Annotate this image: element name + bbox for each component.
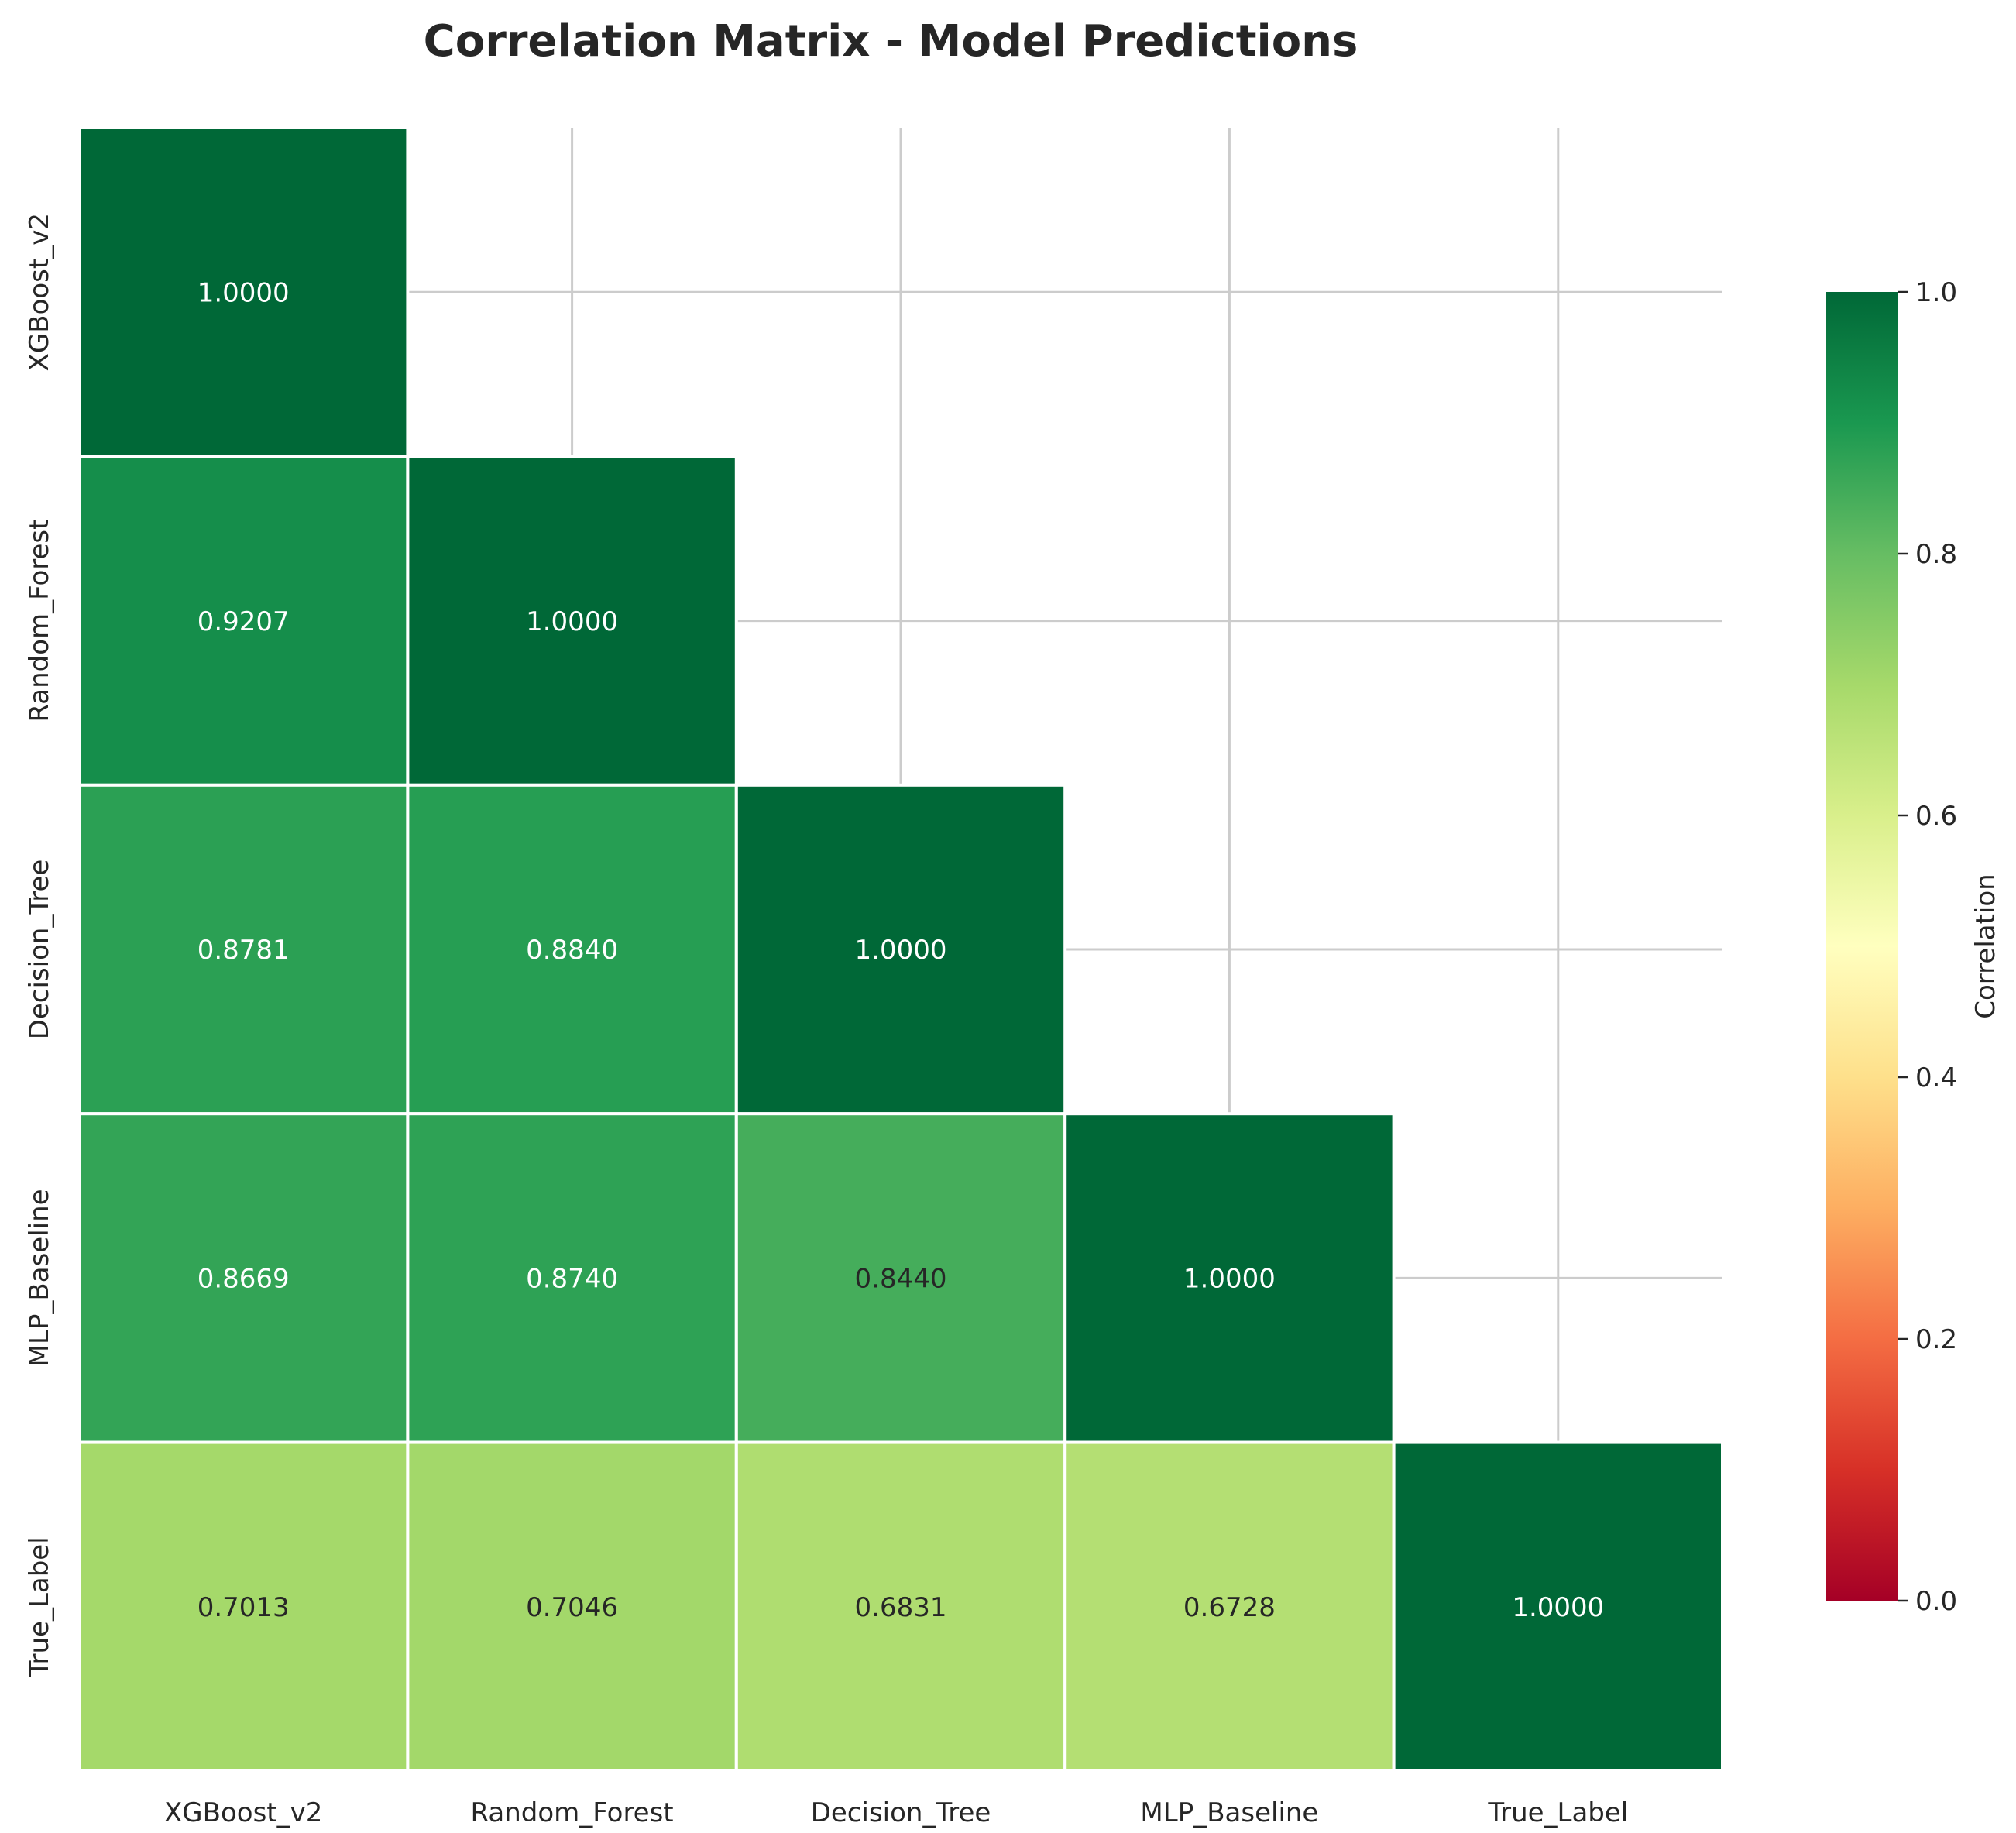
y-tick-label: MLP_Baseline — [24, 1189, 55, 1367]
cell-value-label: 0.7046 — [526, 1592, 618, 1623]
y-axis-tick-labels: XGBoost_v2 Random_Forest Decision_Tree MLP_… — [24, 213, 55, 1677]
y-tick-label: True_Label — [24, 1536, 55, 1677]
heatmap-cell-decision_tree-decision_tree — [734, 783, 1067, 1116]
x-tick-label: MLP_Baseline — [1140, 1797, 1318, 1828]
heatmap-cell-random_forest-xgboost_v2 — [77, 455, 410, 787]
heatmap-cell-mlp_baseline-mlp_baseline — [1063, 1112, 1396, 1444]
cell-value-label: 0.9207 — [197, 606, 290, 637]
heatmap-cell-true_label-mlp_baseline — [1063, 1440, 1396, 1773]
y-tick-label: XGBoost_v2 — [24, 213, 55, 371]
colorbar-gradient — [1826, 292, 1898, 1601]
cell-value-label: 1.0000 — [1183, 1264, 1276, 1295]
colorbar-label: Correlation — [1970, 874, 2001, 1018]
colorbar-tick-label: 0.4 — [1915, 1062, 1957, 1093]
heatmap-cell-true_label-random_forest — [406, 1440, 738, 1773]
heatmap-cell-mlp_baseline-decision_tree — [734, 1112, 1067, 1444]
heatmap-cells: 1.0000 0.9207 1.0000 0.8781 0.8840 1.0000 0.86… — [77, 126, 1724, 1773]
cell-value-label: 1.0000 — [855, 935, 947, 966]
heatmap-cell-decision_tree-xgboost_v2 — [77, 783, 410, 1116]
x-tick-label: Random_Forest — [471, 1797, 674, 1828]
x-axis-tick-labels: XGBoost_v2 Random_Forest Decision_Tree MLP_… — [164, 1797, 1628, 1828]
cell-value-label: 0.8740 — [526, 1264, 618, 1295]
heatmap-cell-true_label-xgboost_v2 — [77, 1440, 410, 1773]
y-tick-label: Random_Forest — [24, 520, 55, 723]
colorbar-tick-label: 0.8 — [1915, 539, 1957, 570]
cell-value-label: 0.8440 — [855, 1264, 947, 1295]
x-tick-label: XGBoost_v2 — [164, 1797, 322, 1828]
heatmap-cell-mlp_baseline-xgboost_v2 — [77, 1112, 410, 1444]
chart-title: Correlation Matrix - Model Predictions — [424, 16, 1358, 67]
heatmap-cell-true_label-true_label — [1392, 1440, 1724, 1773]
colorbar-tick-label: 0.0 — [1915, 1586, 1957, 1617]
colorbar-tick-label: 1.0 — [1915, 277, 1957, 308]
x-tick-label: Decision_Tree — [811, 1797, 991, 1828]
colorbar-tick-label: 0.6 — [1915, 801, 1957, 832]
cell-value-label: 0.8840 — [526, 935, 618, 966]
heatmap-cell-true_label-decision_tree — [734, 1440, 1067, 1773]
y-tick-label: Decision_Tree — [24, 860, 55, 1040]
cell-value-label: 1.0000 — [1512, 1592, 1604, 1623]
cell-value-label: 0.8669 — [197, 1264, 290, 1295]
heatmap-cell-xgboost_v2-xgboost_v2 — [77, 126, 410, 458]
heatmap-cell-decision_tree-random_forest — [406, 783, 738, 1116]
x-tick-label: True_Label — [1487, 1797, 1628, 1828]
colorbar-tick-label: 0.2 — [1915, 1324, 1957, 1355]
colorbar: 0.0 0.2 0.4 0.6 0.8 1.0 Correlation — [1826, 277, 2001, 1617]
cell-value-label: 0.6831 — [855, 1592, 947, 1623]
cell-value-label: 0.6728 — [1183, 1592, 1276, 1623]
heatmap-cell-mlp_baseline-random_forest — [406, 1112, 738, 1444]
cell-value-label: 1.0000 — [197, 277, 290, 308]
cell-value-label: 0.8781 — [197, 935, 290, 966]
cell-value-label: 1.0000 — [526, 606, 618, 637]
cell-value-label: 0.7013 — [197, 1592, 290, 1623]
